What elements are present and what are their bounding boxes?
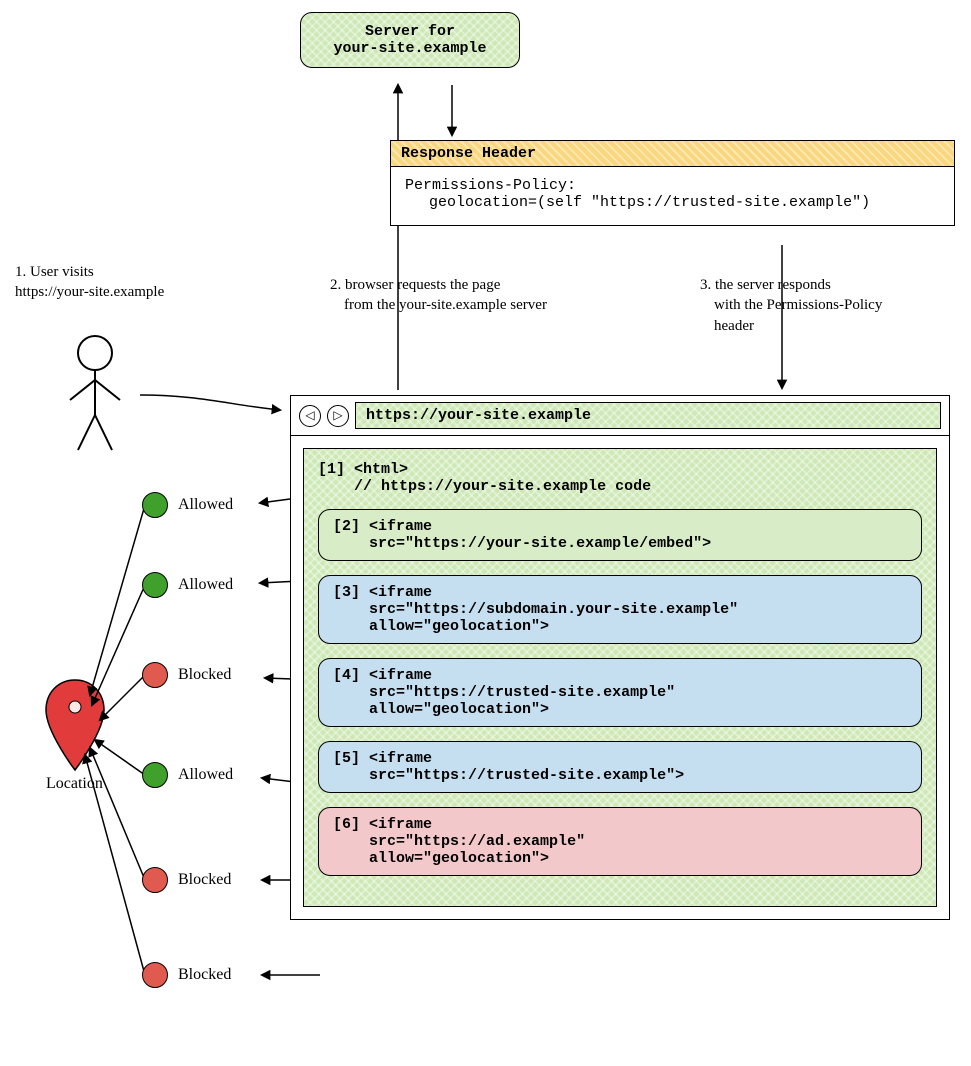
status-label: Blocked (178, 966, 231, 984)
status-label: Allowed (178, 766, 233, 784)
browser-window: ◁ ▷ https://your-site.example [1] <html>… (290, 395, 950, 920)
location-pin-icon (46, 680, 104, 770)
server-line1: Server for (317, 23, 503, 40)
step-2-line1: 2. browser requests the page (330, 275, 547, 295)
step-2: 2. browser requests the page from the yo… (330, 275, 547, 316)
status-row-3: Blocked (142, 662, 231, 688)
status-row-6: Blocked (142, 962, 231, 988)
step-3-line1: 3. the server responds (700, 275, 882, 295)
policy-value: geolocation=(self "https://trusted-site.… (405, 194, 940, 211)
policy-name: Permissions-Policy: (405, 177, 940, 194)
status-row-4: Allowed (142, 762, 233, 788)
iframe-box-4: [4] <iframe[4] src="https://trusted-site… (318, 658, 922, 727)
back-icon[interactable]: ◁ (299, 405, 321, 427)
allowed-dot-icon (142, 762, 168, 788)
step-3-line3: header (700, 316, 882, 336)
step-3-line2: with the Permissions-Policy (700, 295, 882, 315)
step-2-line2: from the your-site.example server (330, 295, 547, 315)
server-box: Server for your-site.example (300, 12, 520, 68)
status-label: Allowed (178, 496, 233, 514)
status-label: Allowed (178, 576, 233, 594)
step-1: 1. User visits https://your-site.example (15, 262, 164, 303)
stick-figure (70, 336, 120, 450)
blocked-dot-icon (142, 867, 168, 893)
server-line2: your-site.example (317, 40, 503, 57)
code1-l2: // https://your-site.example code (354, 478, 651, 495)
response-header-title: Response Header (390, 140, 955, 167)
location-label: Location (46, 775, 103, 793)
step-1-line2: https://your-site.example (15, 282, 164, 302)
allowed-dot-icon (142, 492, 168, 518)
status-row-5: Blocked (142, 867, 231, 893)
iframe-box-3: [3] <iframe[3] src="https://subdomain.yo… (318, 575, 922, 644)
iframe-box-5: [5] <iframe[5] src="https://trusted-site… (318, 741, 922, 793)
status-label: Blocked (178, 871, 231, 889)
status-row-2: Allowed (142, 572, 233, 598)
url-bar[interactable]: https://your-site.example (355, 402, 941, 429)
status-label: Blocked (178, 666, 231, 684)
forward-icon[interactable]: ▷ (327, 405, 349, 427)
blocked-dot-icon (142, 662, 168, 688)
allowed-dot-icon (142, 572, 168, 598)
code1-tag: [1] (318, 461, 345, 478)
response-header-block: Response Header Permissions-Policy: geol… (390, 140, 955, 226)
step-1-line1: 1. User visits (15, 262, 164, 282)
iframe-box-2: [2] <iframe[2] src="https://your-site.ex… (318, 509, 922, 561)
status-row-1: Allowed (142, 492, 233, 518)
iframe-box-6: [6] <iframe[6] src="https://ad.example"[… (318, 807, 922, 876)
step-3: 3. the server responds with the Permissi… (700, 275, 882, 336)
html-code-block: [1] <html> [1] // https://your-site.exam… (318, 461, 922, 495)
blocked-dot-icon (142, 962, 168, 988)
code1-l1: <html> (354, 461, 408, 478)
